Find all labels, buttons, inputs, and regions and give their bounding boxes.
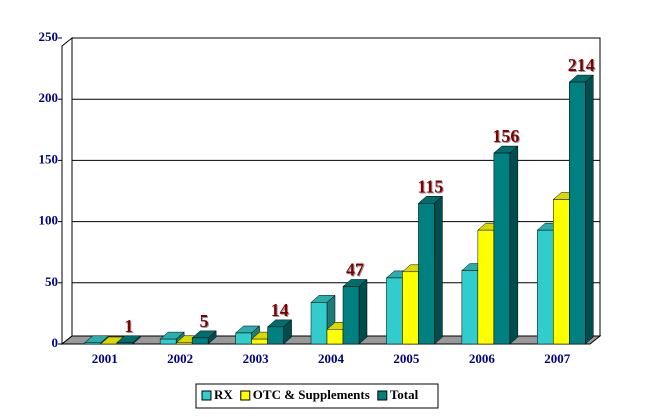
value-label: 1 bbox=[124, 316, 133, 336]
legend-items: RX OTC & Supplements Total bbox=[201, 387, 419, 402]
value-label-shadow: 115 bbox=[418, 177, 444, 197]
x-tick-label: 2002 bbox=[167, 351, 193, 366]
value-label: 14 bbox=[271, 300, 289, 320]
bar bbox=[553, 199, 570, 345]
value-label-shadow: 47 bbox=[347, 261, 365, 281]
x-tick-label: 2005 bbox=[393, 351, 420, 366]
bar bbox=[342, 286, 360, 345]
x-tick-label: 2006 bbox=[469, 351, 496, 366]
bar bbox=[251, 338, 268, 345]
y-tick-label: 250 bbox=[39, 29, 59, 44]
y-tick-label: 200 bbox=[39, 90, 59, 105]
bar bbox=[116, 342, 133, 345]
bar-side bbox=[509, 145, 519, 345]
bar-side bbox=[358, 278, 368, 345]
y-tick-label: 0 bbox=[52, 335, 59, 350]
value-label-shadow: 5 bbox=[201, 312, 210, 332]
bar-side bbox=[434, 195, 443, 345]
x-tick-label: 2001 bbox=[92, 351, 118, 366]
legend-label: Total bbox=[390, 387, 419, 402]
bar-side bbox=[585, 74, 594, 345]
bar bbox=[84, 342, 101, 345]
bar bbox=[461, 270, 479, 345]
bar bbox=[310, 302, 328, 345]
value-label: 5 bbox=[200, 311, 209, 331]
value-label: 156 bbox=[492, 126, 519, 146]
bar bbox=[493, 152, 511, 345]
value-label-shadow: 156 bbox=[493, 127, 520, 147]
legend-label: RX bbox=[214, 387, 233, 402]
bar bbox=[235, 332, 252, 345]
value-label-shadow: 1 bbox=[125, 317, 134, 337]
bar bbox=[537, 229, 554, 345]
plot: 0501001502002502001112002552003141420044… bbox=[39, 29, 600, 366]
side-wall bbox=[61, 36, 73, 346]
x-tick-label: 2003 bbox=[243, 351, 270, 366]
bar bbox=[267, 326, 284, 345]
x-tick-label: 2007 bbox=[544, 351, 571, 366]
y-tick-label: 100 bbox=[39, 213, 59, 228]
bar bbox=[326, 329, 344, 345]
value-label: 115 bbox=[417, 176, 443, 196]
value-label-shadow: 14 bbox=[272, 301, 290, 321]
bar bbox=[402, 271, 419, 345]
bar bbox=[386, 277, 403, 345]
legend-swatch bbox=[377, 390, 388, 401]
value-label-shadow: 214 bbox=[569, 56, 596, 76]
bar bbox=[175, 342, 193, 345]
bar bbox=[159, 338, 177, 345]
x-tick-label: 2004 bbox=[318, 351, 345, 366]
y-tick-label: 50 bbox=[45, 274, 58, 289]
value-label: 214 bbox=[568, 55, 595, 75]
legend bbox=[195, 383, 439, 409]
y-tick-label: 150 bbox=[39, 151, 59, 166]
bar bbox=[477, 229, 495, 345]
back-wall bbox=[71, 37, 601, 337]
value-label: 47 bbox=[346, 260, 364, 280]
bar bbox=[569, 81, 586, 345]
bar bbox=[418, 202, 435, 345]
bar bbox=[191, 337, 209, 345]
legend-label: OTC & Supplements bbox=[253, 387, 370, 402]
legend-swatch bbox=[201, 390, 212, 401]
legend-swatch bbox=[240, 390, 251, 401]
